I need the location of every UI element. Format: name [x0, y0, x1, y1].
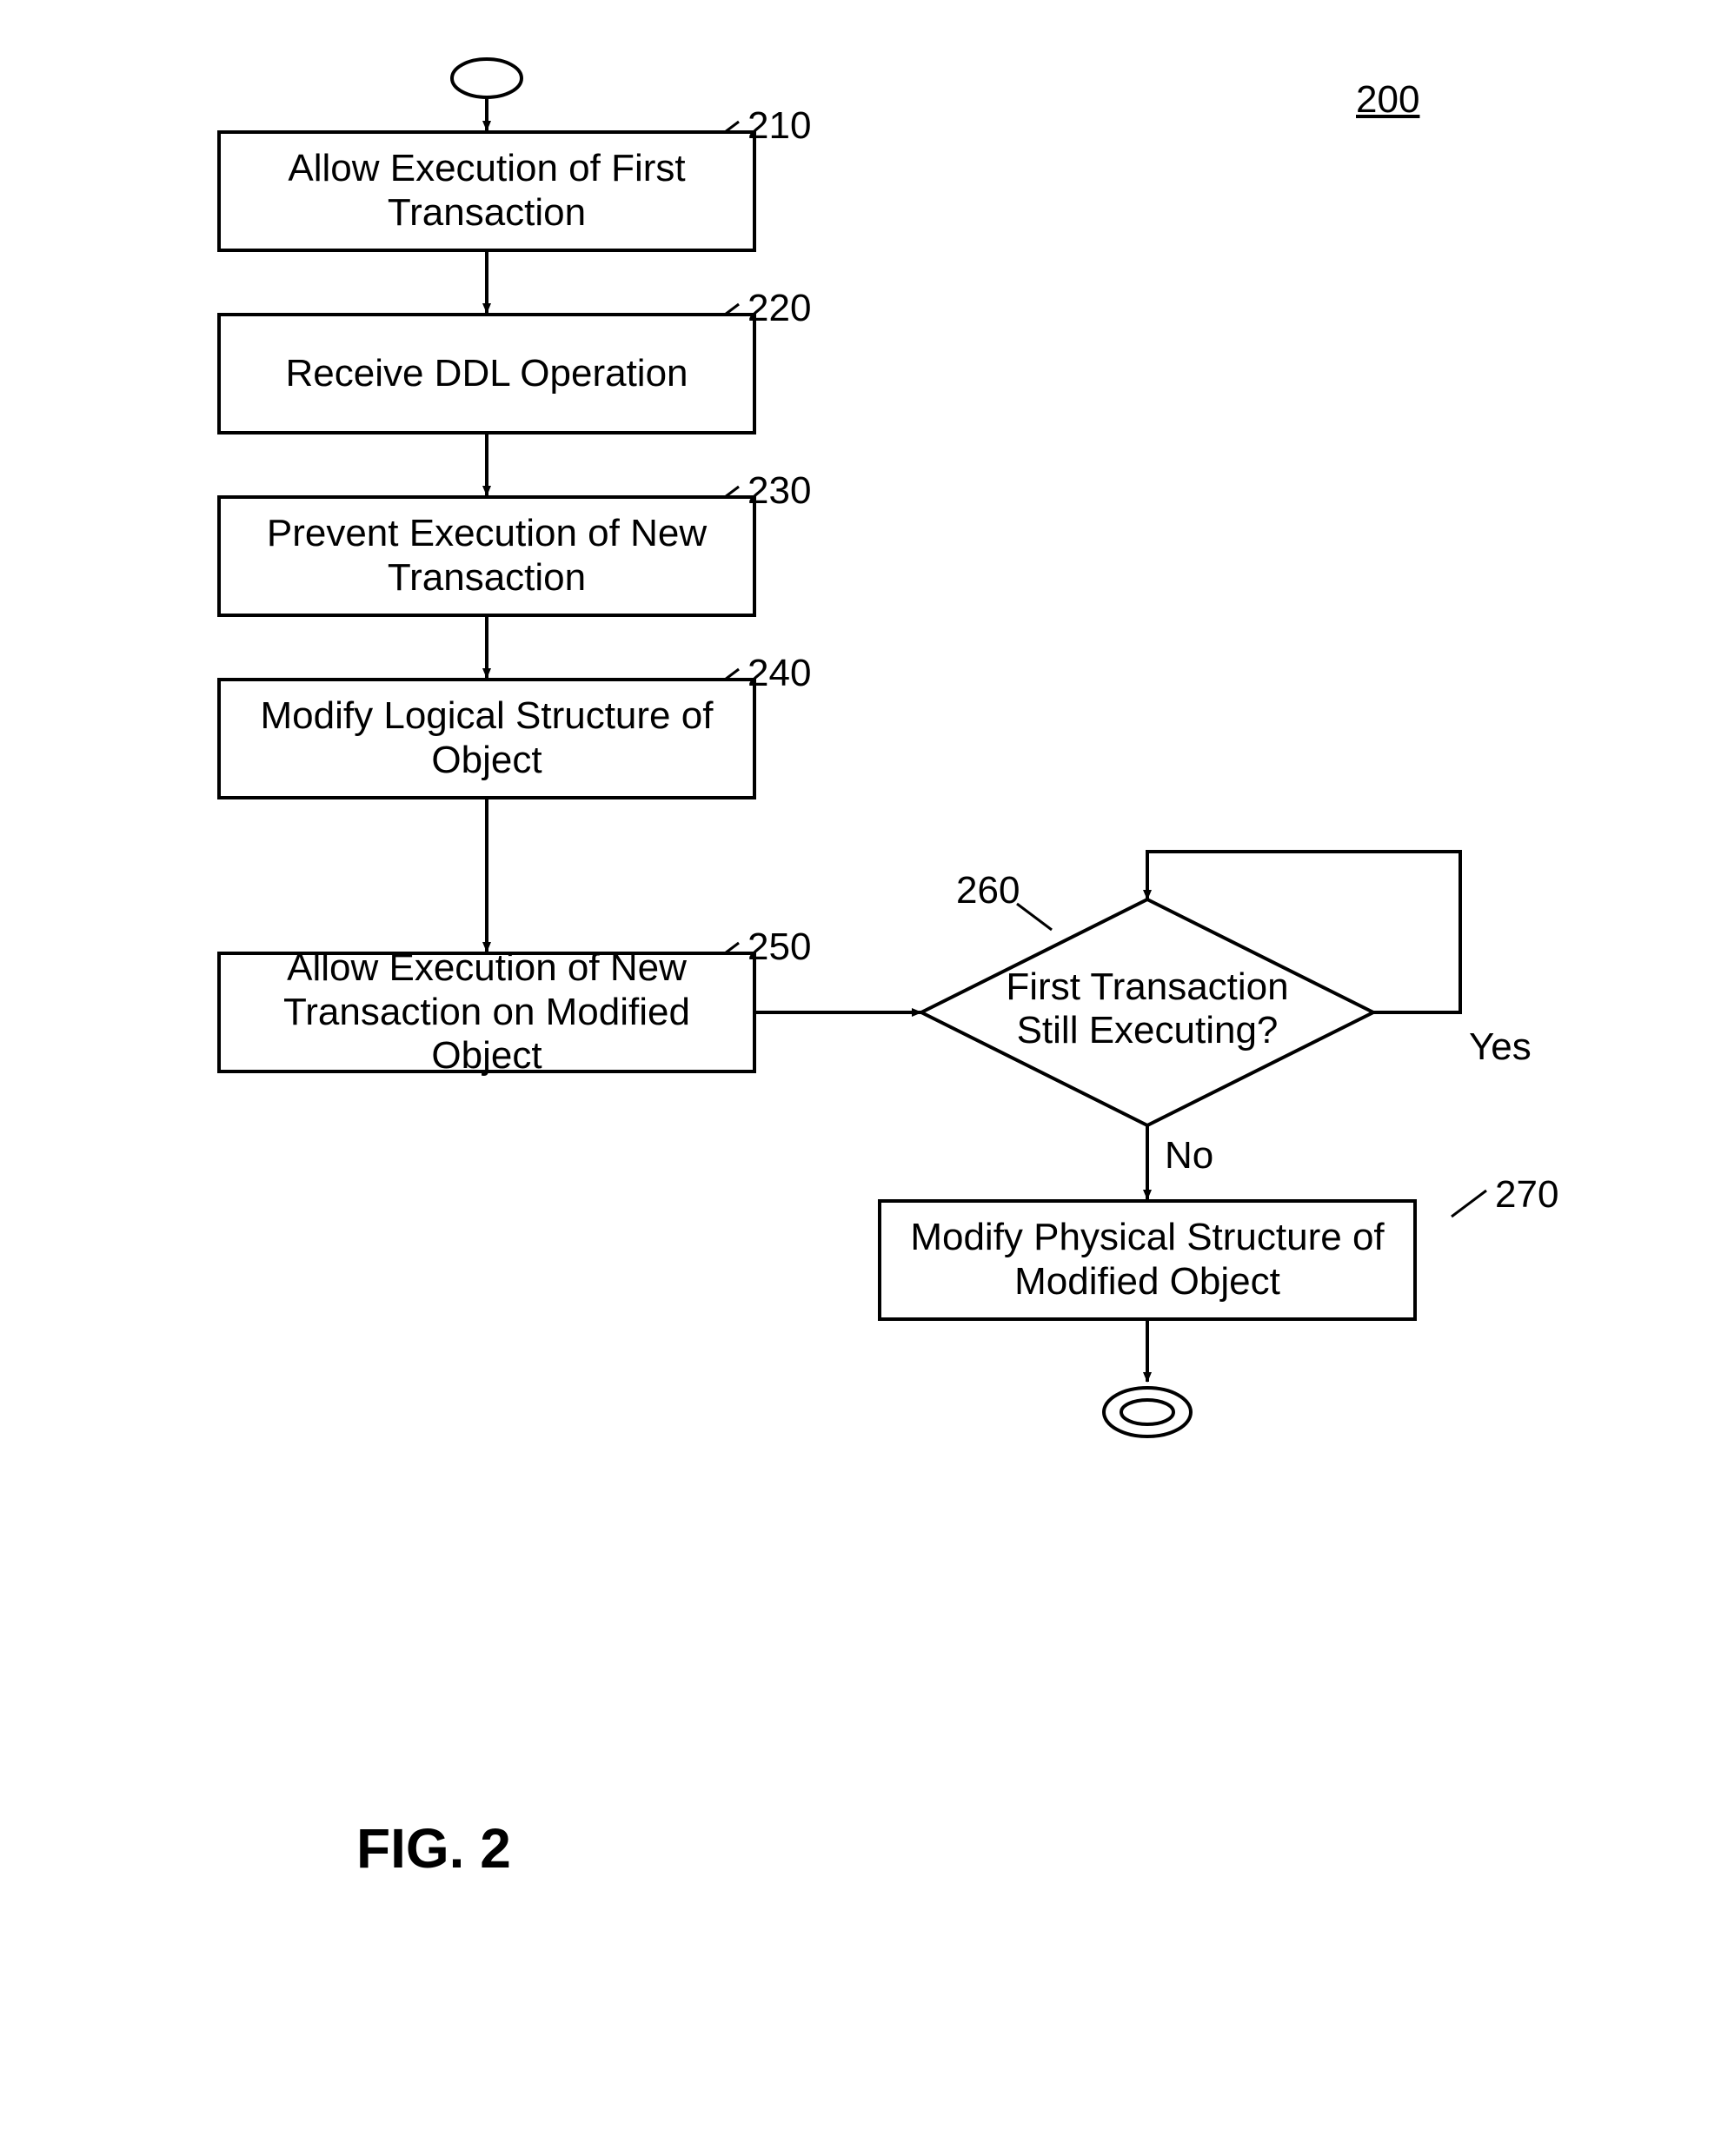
ref-270: 270	[1495, 1173, 1558, 1217]
decision-260-text-line1: First TransactionStill Executing?	[1006, 965, 1288, 1051]
box-210: Allow Execution of FirstTransaction	[217, 130, 756, 252]
box-270-text: Modify Physical Structure ofModified Obj…	[910, 1216, 1384, 1304]
box-220: Receive DDL Operation	[217, 313, 756, 435]
box-270: Modify Physical Structure ofModified Obj…	[878, 1199, 1417, 1321]
label-yes: Yes	[1469, 1025, 1532, 1069]
box-230: Prevent Execution of NewTransaction	[217, 495, 756, 617]
box-240: Modify Logical Structure ofObject	[217, 678, 756, 799]
ref-260: 260	[956, 869, 1020, 912]
ref-210: 210	[748, 104, 811, 148]
label-no: No	[1165, 1134, 1213, 1178]
ref-230: 230	[748, 469, 811, 513]
ref-250: 250	[748, 925, 811, 969]
box-240-text: Modify Logical Structure ofObject	[261, 694, 714, 782]
ref-220: 220	[748, 287, 811, 330]
page-id: 200	[1356, 78, 1419, 122]
box-250: Allow Execution of NewTransaction on Mod…	[217, 952, 756, 1073]
figure-label: FIG. 2	[356, 1816, 511, 1881]
box-230-text: Prevent Execution of NewTransaction	[267, 512, 707, 600]
box-250-text: Allow Execution of NewTransaction on Mod…	[229, 946, 744, 1078]
ref-tick-260	[1017, 904, 1052, 930]
ref-tick-270	[1452, 1191, 1486, 1217]
box-210-text: Allow Execution of FirstTransaction	[288, 147, 685, 235]
flowchart-page: { "page_id": "200", "figure_label": "FIG…	[0, 0, 1721, 2156]
start-terminator	[452, 59, 522, 97]
end-terminator-inner	[1121, 1400, 1173, 1424]
ref-240: 240	[748, 652, 811, 695]
box-220-text: Receive DDL Operation	[285, 352, 688, 396]
